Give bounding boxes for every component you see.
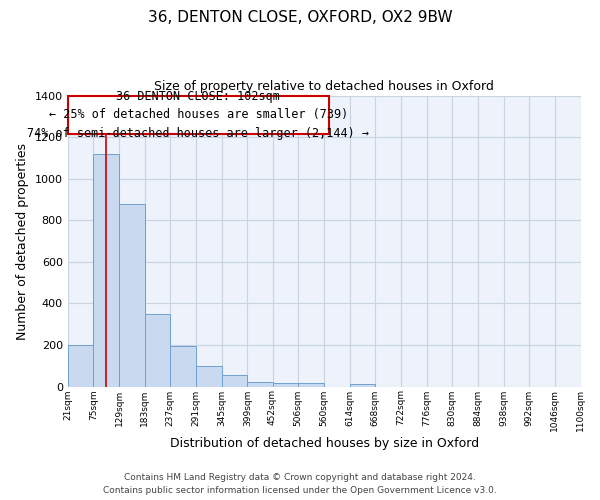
Bar bbox=[119, 204, 145, 386]
Bar bbox=[145, 314, 170, 386]
FancyBboxPatch shape bbox=[68, 96, 329, 134]
Bar bbox=[196, 366, 221, 386]
Bar bbox=[68, 345, 94, 387]
Title: Size of property relative to detached houses in Oxford: Size of property relative to detached ho… bbox=[154, 80, 494, 93]
X-axis label: Distribution of detached houses by size in Oxford: Distribution of detached houses by size … bbox=[170, 437, 479, 450]
Bar bbox=[298, 384, 324, 386]
Bar bbox=[247, 382, 272, 386]
Bar bbox=[94, 154, 119, 386]
Y-axis label: Number of detached properties: Number of detached properties bbox=[16, 142, 29, 340]
Bar bbox=[272, 383, 298, 386]
Bar bbox=[350, 384, 375, 386]
Bar bbox=[221, 375, 247, 386]
Text: 36, DENTON CLOSE, OXFORD, OX2 9BW: 36, DENTON CLOSE, OXFORD, OX2 9BW bbox=[148, 10, 452, 25]
Bar bbox=[170, 346, 196, 387]
Text: Contains HM Land Registry data © Crown copyright and database right 2024.
Contai: Contains HM Land Registry data © Crown c… bbox=[103, 474, 497, 495]
Text: 36 DENTON CLOSE: 102sqm
← 25% of detached houses are smaller (739)
74% of semi-d: 36 DENTON CLOSE: 102sqm ← 25% of detache… bbox=[27, 90, 369, 140]
